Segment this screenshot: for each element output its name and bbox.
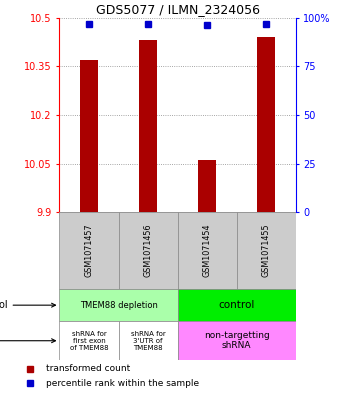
Text: transformed count: transformed count	[46, 364, 130, 373]
Bar	[59, 321, 119, 360]
Bar	[119, 321, 177, 360]
Text: GSM1071456: GSM1071456	[143, 224, 153, 277]
Text: GSM1071455: GSM1071455	[262, 224, 271, 277]
Bar	[198, 160, 216, 212]
Text: TMEM88 depletion: TMEM88 depletion	[80, 301, 157, 310]
Bar	[257, 37, 275, 212]
Text: control: control	[219, 300, 255, 310]
Text: GSM1071457: GSM1071457	[85, 224, 94, 277]
Bar	[59, 212, 119, 289]
Bar	[139, 40, 157, 212]
Bar	[237, 212, 296, 289]
Text: shRNA for
first exon
of TMEM88: shRNA for first exon of TMEM88	[70, 331, 108, 351]
Text: protocol: protocol	[0, 300, 55, 310]
Text: percentile rank within the sample: percentile rank within the sample	[46, 379, 199, 388]
Bar	[177, 289, 296, 321]
Text: shRNA for
3'UTR of
TMEM88: shRNA for 3'UTR of TMEM88	[131, 331, 166, 351]
Bar	[80, 60, 98, 212]
Bar	[119, 212, 177, 289]
Text: other: other	[0, 336, 55, 346]
Bar	[177, 321, 296, 360]
Bar	[177, 212, 237, 289]
Title: GDS5077 / ILMN_2324056: GDS5077 / ILMN_2324056	[96, 4, 260, 17]
Bar	[59, 289, 177, 321]
Text: GSM1071454: GSM1071454	[203, 224, 212, 277]
Text: non-targetting
shRNA: non-targetting shRNA	[204, 331, 270, 351]
